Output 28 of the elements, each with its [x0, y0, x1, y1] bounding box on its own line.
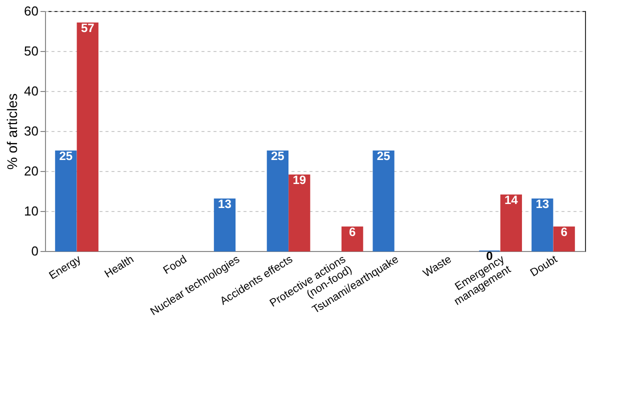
- y-tick-label: 60: [24, 4, 38, 18]
- bar: [532, 198, 554, 252]
- bar: [55, 150, 77, 252]
- data-label: 25: [270, 149, 285, 163]
- bar: [500, 194, 522, 252]
- bar: [266, 150, 288, 252]
- bar: [76, 22, 98, 252]
- bar: [288, 174, 310, 252]
- y-tick-label: 0: [31, 244, 38, 258]
- y-tick-label: 10: [24, 204, 38, 218]
- y-axis-title: % of articles: [4, 93, 20, 170]
- data-label: 6: [348, 225, 356, 239]
- y-tick-label: 50: [24, 44, 38, 58]
- y-tick-label: 20: [24, 164, 38, 178]
- bar: [342, 226, 364, 252]
- data-label: 6: [560, 225, 568, 239]
- data-label: 14: [504, 193, 518, 207]
- y-tick-label: 40: [24, 84, 38, 98]
- data-label: 25: [376, 149, 391, 163]
- data-label: 13: [218, 197, 232, 211]
- data-label: 25: [59, 149, 73, 163]
- bar: [372, 150, 394, 252]
- data-label: 57: [80, 21, 95, 35]
- bar: [214, 198, 236, 252]
- data-label: 13: [536, 197, 550, 211]
- data-label: 19: [292, 173, 306, 187]
- y-tick-label: 30: [24, 124, 38, 138]
- bar: [553, 226, 575, 252]
